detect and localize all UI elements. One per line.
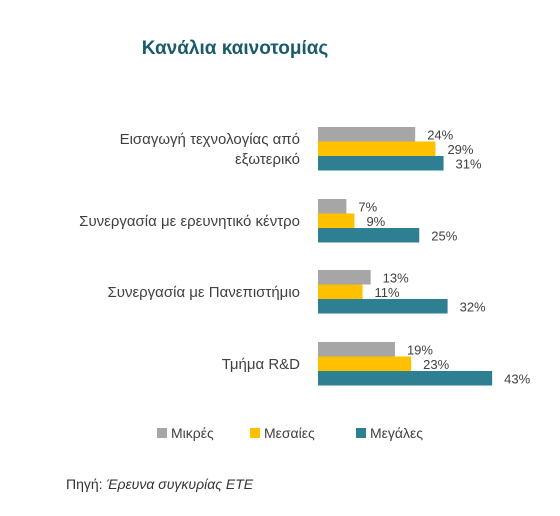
bar [318, 299, 448, 314]
bar [318, 127, 416, 142]
legend-label: Μεσαίες [264, 425, 315, 441]
category-label: Εισαγωγή τεχνολογίας από [120, 131, 300, 148]
data-label: 31% [456, 157, 482, 172]
labels-layer: Εισαγωγή τεχνολογίας απόεξωτερικό24%29%3… [79, 128, 530, 387]
data-label: 32% [460, 300, 486, 315]
bar [318, 141, 436, 156]
bar [318, 284, 363, 299]
source-note: Πηγή: Έρευνα συγκυρίας ΕΤΕ [66, 476, 253, 492]
bar [318, 213, 355, 228]
category-label: εξωτερικό [235, 151, 300, 168]
data-label: 25% [431, 229, 457, 244]
bar [318, 199, 347, 214]
bars-layer [318, 127, 493, 386]
legend-swatch [250, 428, 260, 438]
category-label: Συνεργασία με Πανεπιστήμιο [107, 284, 300, 301]
bar [318, 270, 371, 285]
legend-label: Μεγάλες [370, 425, 423, 441]
data-label: 43% [504, 372, 530, 387]
data-label: 9% [366, 214, 385, 229]
source-text: Έρευνα συγκυρίας ΕΤΕ [106, 476, 254, 492]
chart-title: Κανάλια καινοτομίας [141, 38, 329, 59]
bar [318, 156, 444, 171]
bar [318, 371, 493, 386]
legend: Μικρές Μεσαίες Μεγάλες [157, 425, 423, 441]
data-label: 29% [447, 142, 473, 157]
data-label: 23% [423, 357, 449, 372]
category-label: Τμήμα R&D [222, 356, 300, 373]
bar [318, 356, 412, 371]
data-label: 11% [375, 285, 400, 300]
category-label: Συνεργασία με ερευνητικό κέντρο [79, 213, 300, 230]
legend-label: Μικρές [171, 425, 214, 441]
bar [318, 342, 395, 357]
bar [318, 228, 420, 243]
data-label: 24% [427, 128, 453, 143]
data-label: 19% [407, 343, 433, 358]
legend-swatch [157, 428, 167, 438]
data-label: 7% [358, 200, 377, 215]
source-label: Πηγή: [66, 476, 103, 492]
data-label: 13% [383, 271, 409, 286]
legend-swatch [356, 428, 366, 438]
